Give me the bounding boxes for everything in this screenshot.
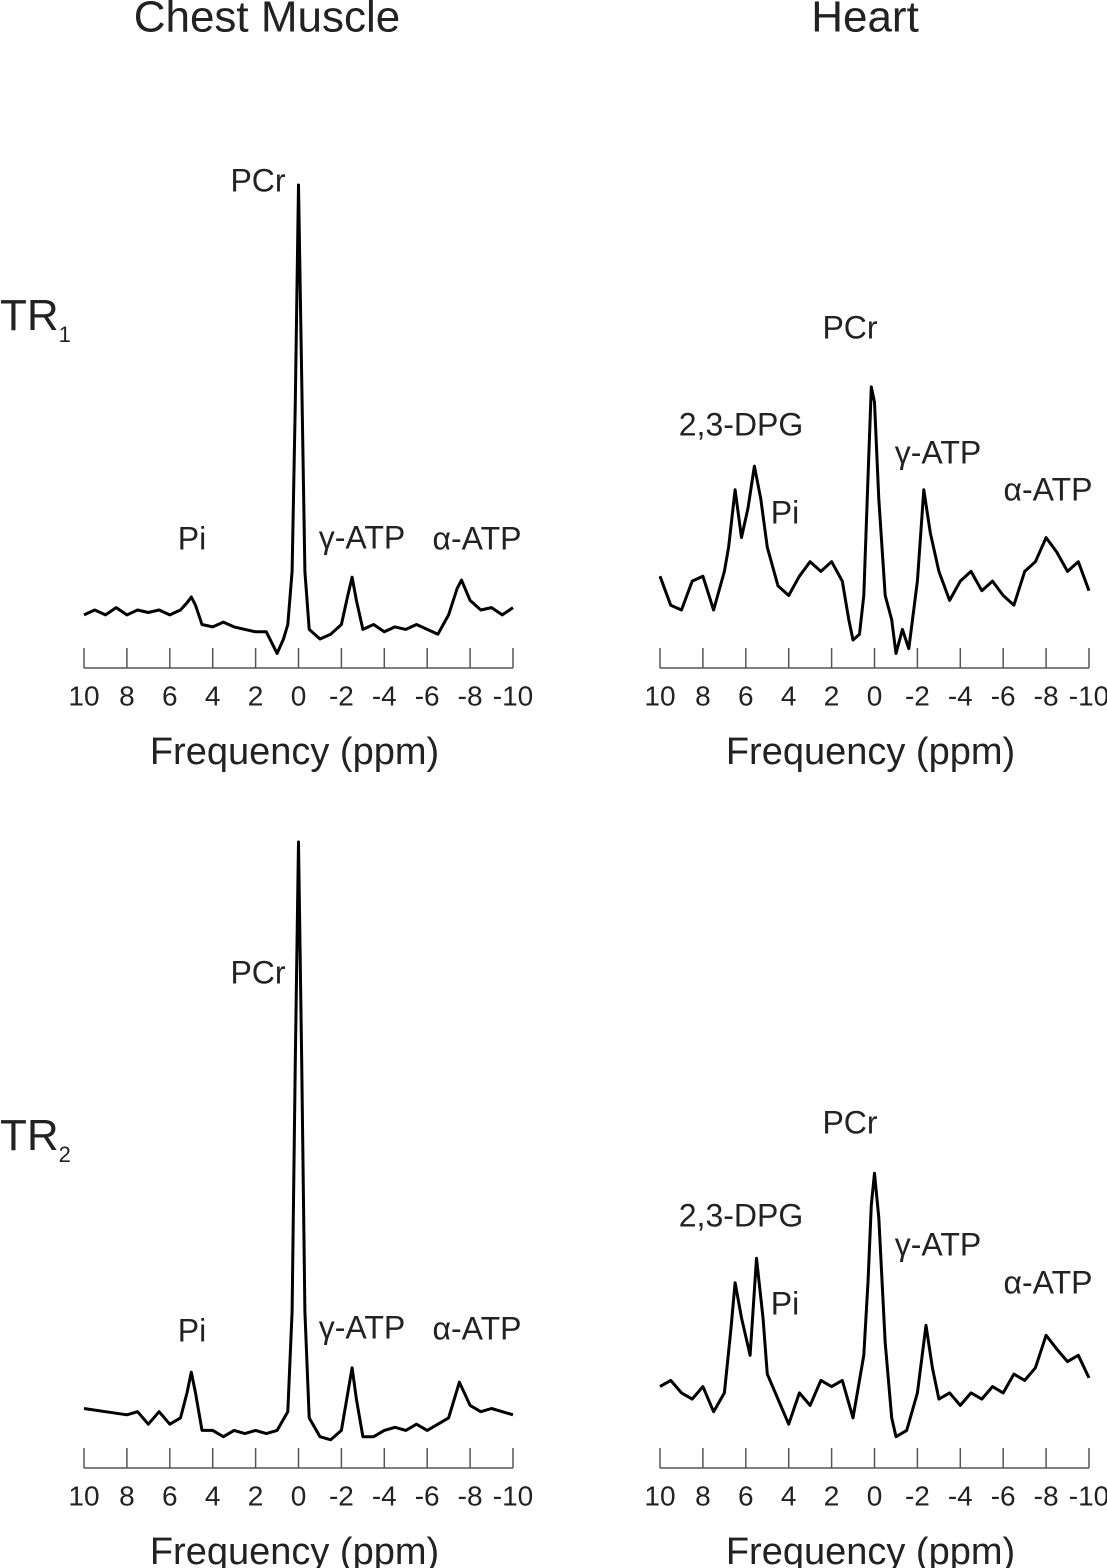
x-tick-label: 6 [162, 1480, 178, 1511]
x-tick-label: -10 [493, 1480, 533, 1511]
x-tick-label: 6 [162, 680, 178, 711]
x-axis-label: Frequency (ppm) [726, 731, 1015, 773]
row-label: TR1 [0, 291, 71, 347]
x-tick-label: 6 [738, 680, 754, 711]
x-tick-label: -10 [493, 680, 533, 711]
peak-label: PCr [230, 162, 285, 198]
x-tick-label: 0 [291, 680, 307, 711]
x-tick-label: 8 [695, 680, 711, 711]
x-tick-label: -8 [458, 1480, 483, 1511]
x-tick-label: -2 [905, 1480, 930, 1511]
peak-label: Pi [178, 1312, 206, 1348]
x-tick-label: -10 [1069, 1480, 1107, 1511]
row-label-subscript: 1 [59, 322, 71, 347]
row-label-text: TR [0, 291, 59, 340]
x-tick-label: -2 [329, 1480, 354, 1511]
x-tick-label: -2 [329, 680, 354, 711]
x-tick-label: -6 [415, 1480, 440, 1511]
spectrum-line [659, 1171, 1091, 1439]
x-tick-label: 4 [781, 680, 797, 711]
spectrum-line [83, 183, 514, 655]
x-tick-label: 2 [824, 680, 840, 711]
x-tick-label: -8 [1034, 1480, 1059, 1511]
x-tick-label: 10 [644, 1480, 675, 1511]
row-label-subscript: 2 [59, 1142, 71, 1167]
x-tick-label: 4 [205, 1480, 221, 1511]
peak-label: PCr [822, 1104, 877, 1140]
x-tick-label: -8 [458, 680, 483, 711]
spectrum-line [658, 385, 1091, 655]
x-tick-label: -6 [991, 1480, 1016, 1511]
x-tick-label: 0 [867, 1480, 883, 1511]
x-tick-label: -6 [415, 680, 440, 711]
x-tick-label: 4 [205, 680, 221, 711]
x-tick-label: -2 [905, 680, 930, 711]
peak-label: 2,3-DPG [679, 1197, 803, 1233]
x-axis-label: Frequency (ppm) [726, 1531, 1015, 1568]
column-title: Chest Muscle [134, 0, 401, 42]
peak-label: PCr [822, 309, 877, 345]
x-tick-label: 0 [291, 1480, 307, 1511]
x-tick-label: -4 [948, 680, 973, 711]
x-tick-label: -6 [991, 680, 1016, 711]
peak-label: γ-ATP [895, 434, 982, 470]
peak-label: PCr [230, 954, 285, 990]
peak-label: α-ATP [1003, 1264, 1092, 1300]
peak-label: γ-ATP [319, 1309, 406, 1345]
peak-label: α-ATP [432, 1310, 521, 1346]
x-tick-label: 8 [695, 1480, 711, 1511]
x-tick-label: 2 [248, 1480, 264, 1511]
x-tick-label: 8 [119, 680, 135, 711]
x-tick-label: 10 [644, 680, 675, 711]
x-tick-label: -10 [1069, 680, 1107, 711]
x-tick-label: 6 [738, 1480, 754, 1511]
peak-label: γ-ATP [319, 519, 406, 555]
x-tick-label: 10 [68, 1480, 99, 1511]
x-tick-label: -4 [372, 1480, 397, 1511]
peak-label: Pi [771, 494, 799, 530]
peak-label: γ-ATP [895, 1226, 982, 1262]
x-tick-label: 2 [824, 1480, 840, 1511]
x-axis-label: Frequency (ppm) [150, 731, 439, 773]
peak-label: α-ATP [432, 520, 521, 556]
row-label-text: TR [0, 1111, 59, 1160]
column-title: Heart [811, 0, 919, 42]
x-tick-label: 2 [248, 680, 264, 711]
peak-label: Pi [771, 1285, 799, 1321]
row-label: TR2 [0, 1111, 71, 1167]
peak-label: 2,3-DPG [679, 406, 803, 442]
x-tick-label: -8 [1034, 680, 1059, 711]
peak-label: Pi [178, 520, 206, 556]
x-tick-label: 0 [867, 680, 883, 711]
x-tick-label: 4 [781, 1480, 797, 1511]
x-axis-label: Frequency (ppm) [150, 1531, 439, 1568]
x-tick-label: 8 [119, 1480, 135, 1511]
peak-label: α-ATP [1003, 471, 1092, 507]
spectrum-line [83, 840, 514, 1442]
x-tick-label: 10 [68, 680, 99, 711]
x-tick-label: -4 [372, 680, 397, 711]
x-tick-label: -4 [948, 1480, 973, 1511]
